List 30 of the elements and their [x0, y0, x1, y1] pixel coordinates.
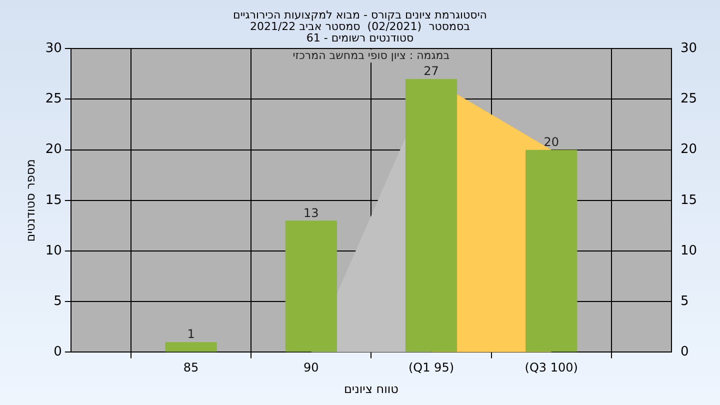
y2-tick-label: 25	[680, 92, 698, 107]
y2-tick-label: 15	[680, 192, 698, 208]
y-tick-label: 5	[54, 294, 62, 309]
y-tick-label: 25	[45, 92, 62, 107]
y-tick-label: 15	[45, 192, 62, 208]
x-axis-title: טווח ציונים	[344, 382, 399, 396]
data-label: 1	[187, 327, 195, 342]
bar	[165, 342, 217, 352]
y2-tick-label: 20	[680, 142, 698, 158]
y-tick-label: 10	[45, 243, 62, 258]
x-tick-label: 85	[183, 360, 199, 375]
text: בסמסטר (02/2021) סמסטר אביב 2021/22	[250, 20, 470, 34]
data-label: 27	[424, 64, 439, 78]
y2-tick-label: 30	[680, 41, 698, 56]
y2-tick-label: 5	[680, 294, 689, 309]
data-label: 20	[544, 134, 559, 149]
x-tick-label: 90	[304, 360, 319, 375]
data-label: 13	[304, 206, 319, 220]
text: סטודנטים רשומים - 61	[306, 32, 414, 45]
text: היסטוגרמת ציונים בקורס - מבוא למקצועות הכירורגיים	[233, 8, 487, 22]
y-tick-label: 0	[54, 344, 62, 360]
y-tick-label: 30	[45, 41, 62, 56]
x-tick-label: (Q3 100)	[524, 360, 578, 375]
y2-tick-label: 0	[680, 344, 689, 360]
bar	[285, 220, 337, 352]
y2-tick-label: 10	[680, 243, 698, 258]
x-tick-label: (Q1 95)	[408, 360, 454, 375]
annotation: במגמה : ציון סופי במחשב המרכזי	[292, 49, 450, 62]
y-axis-title: מספר סטודנטים	[23, 159, 38, 242]
y-tick-label: 20	[45, 142, 62, 158]
